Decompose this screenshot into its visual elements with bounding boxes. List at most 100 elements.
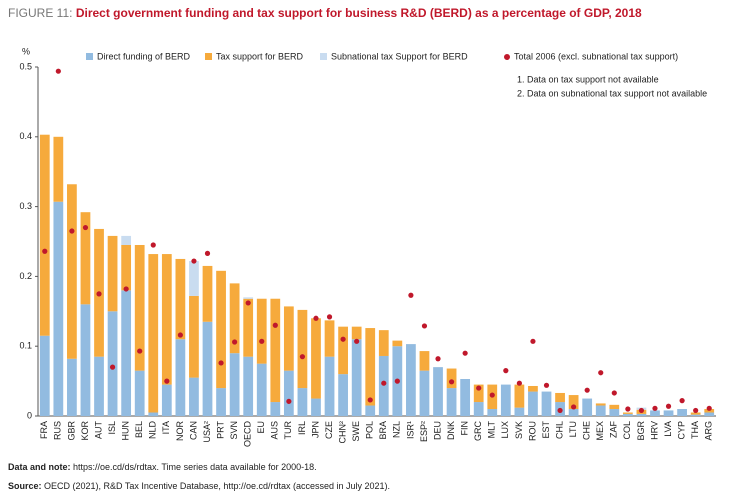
y-tick-label: 0.3: [19, 201, 32, 211]
x-tick-label: NOR: [175, 421, 185, 442]
bar-segment: [324, 320, 335, 357]
bar-segment: [216, 388, 226, 416]
x-tick-label: LTU: [568, 421, 578, 437]
dot: [611, 390, 617, 396]
x-tick-label: HUN: [121, 421, 131, 441]
bar-segment: [704, 412, 715, 416]
dot: [665, 403, 672, 409]
bar-segment: [324, 356, 335, 416]
bar-segment: [582, 398, 593, 416]
dot: [693, 407, 699, 414]
dot: [340, 336, 346, 342]
x-tick-label: EST: [541, 421, 551, 439]
bar-segment: [419, 351, 430, 371]
bar-segment: [555, 392, 565, 403]
dot: [109, 364, 116, 370]
bar-segment: [378, 330, 389, 356]
dot: [299, 354, 306, 360]
x-tick-label: EU: [256, 421, 266, 434]
bar-segment: [365, 328, 376, 406]
bar-segment: [419, 370, 430, 416]
bar-segment: [460, 379, 471, 416]
dot: [177, 332, 183, 338]
x-tick-label: ISL: [107, 421, 117, 435]
x-tick-label: USA²: [202, 421, 212, 443]
x-tick-label: DNK: [446, 421, 456, 440]
bar-segment: [148, 254, 159, 413]
bar-segment: [609, 409, 620, 416]
bar-segment: [392, 340, 403, 347]
bar-segment: [39, 335, 50, 416]
x-tick-label: LUX: [500, 421, 510, 439]
x-tick-label: CHL: [554, 421, 564, 439]
dot: [96, 291, 102, 297]
dot: [625, 406, 631, 412]
dot: [584, 387, 590, 393]
dot: [354, 338, 360, 344]
dot: [326, 314, 333, 320]
dot: [82, 224, 89, 231]
bar-segment: [243, 298, 254, 357]
x-tick-label: IRL: [297, 421, 307, 435]
dot: [69, 228, 75, 234]
bar-segment: [202, 321, 213, 416]
x-tick-label: RUS: [53, 421, 63, 440]
bar-segment: [514, 384, 525, 408]
dot: [448, 379, 455, 385]
x-tick-label: FIN: [460, 421, 470, 436]
x-tick-label: TUR: [283, 421, 293, 440]
dot: [557, 407, 563, 414]
bar-segment: [622, 413, 633, 416]
x-tick-label: PRT: [215, 421, 225, 439]
bar-segment: [487, 409, 498, 416]
x-tick-label: ROU: [527, 421, 537, 441]
dot: [259, 338, 265, 344]
x-tick-label: MLT: [487, 421, 497, 439]
dot: [55, 68, 61, 74]
x-tick-label: CZE: [324, 421, 334, 439]
dot: [191, 258, 197, 264]
dot: [272, 322, 278, 328]
legend-marker: [86, 53, 93, 60]
dot: [652, 405, 658, 411]
bar-segment: [446, 388, 457, 416]
dot: [394, 378, 400, 384]
x-tick-label: BRA: [378, 421, 388, 440]
bar-segment: [568, 409, 579, 416]
x-tick-label: LVA: [663, 421, 673, 437]
bar-segment: [121, 290, 132, 416]
bar-segment: [378, 355, 389, 416]
x-tick-label: BGR: [636, 421, 646, 441]
x-tick-label: ZAF: [609, 420, 619, 438]
footer-text: OECD (2021), R&D Tax Incentive Database,…: [42, 481, 391, 491]
y-tick-label: 0.4: [19, 131, 32, 141]
bar-segment: [134, 370, 145, 416]
dot: [245, 300, 251, 306]
bar-segment: [528, 385, 538, 392]
legend-label: Total 2006 (excl. subnational tax suppor…: [514, 51, 678, 61]
bar-segment: [161, 384, 172, 416]
bar-segment: [121, 244, 132, 291]
dot: [286, 398, 292, 404]
bar-segment: [595, 403, 606, 406]
bar-segment: [39, 134, 50, 336]
bar-segment: [189, 377, 199, 416]
y-tick-label: 0.2: [19, 271, 32, 281]
dot: [204, 250, 211, 256]
x-tick-label: ESP²: [419, 421, 429, 442]
footer-text: https://oe.cd/ds/rdtax. Time series data…: [71, 462, 317, 472]
x-tick-label: SVN: [229, 421, 239, 440]
bar-segment: [297, 388, 308, 416]
bar-segment: [243, 297, 254, 299]
x-tick-label: FRA: [39, 421, 49, 439]
bar-segment: [311, 398, 321, 416]
bar-segment: [406, 344, 416, 416]
bar-segment: [297, 309, 308, 389]
dot: [421, 323, 428, 329]
y-tick-label: 0.1: [19, 341, 32, 351]
bar-segment: [677, 409, 687, 416]
y-tick-label: 0: [27, 410, 32, 420]
bar-segment: [175, 258, 186, 340]
bar-segment: [67, 358, 77, 416]
